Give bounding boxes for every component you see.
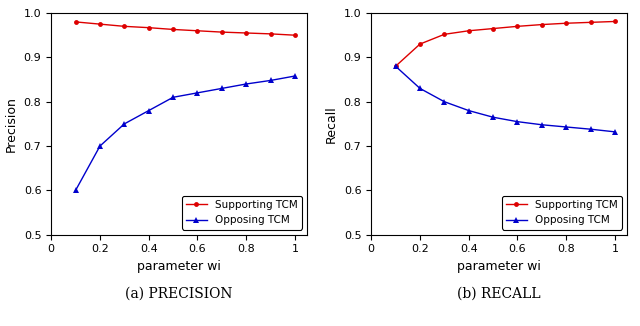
Text: (a) PRECISION: (a) PRECISION <box>125 287 233 300</box>
Opposing TCM <box>72 188 79 192</box>
Opposing TCM <box>291 74 299 78</box>
Opposing TCM <box>587 127 595 131</box>
Opposing TCM <box>514 120 522 124</box>
Supporting TCM <box>145 26 152 30</box>
Opposing TCM <box>243 82 250 86</box>
Supporting TCM <box>538 22 546 26</box>
Y-axis label: Precision: Precision <box>5 96 18 152</box>
Legend: Supporting TCM, Opposing TCM: Supporting TCM, Opposing TCM <box>182 196 302 230</box>
Supporting TCM <box>440 32 448 36</box>
Opposing TCM <box>267 79 275 82</box>
Opposing TCM <box>218 86 226 90</box>
Line: Opposing TCM: Opposing TCM <box>72 73 298 194</box>
Line: Supporting TCM: Supporting TCM <box>393 19 618 69</box>
Supporting TCM <box>611 20 619 23</box>
Line: Opposing TCM: Opposing TCM <box>392 63 618 135</box>
Supporting TCM <box>563 21 570 25</box>
Supporting TCM <box>291 33 299 37</box>
Supporting TCM <box>514 24 522 28</box>
Line: Supporting TCM: Supporting TCM <box>73 20 298 37</box>
Supporting TCM <box>267 32 275 36</box>
Opposing TCM <box>120 122 128 126</box>
Supporting TCM <box>392 64 399 68</box>
Supporting TCM <box>194 29 202 33</box>
Opposing TCM <box>538 123 546 127</box>
Supporting TCM <box>169 27 177 31</box>
X-axis label: parameter wi: parameter wi <box>137 260 221 273</box>
Opposing TCM <box>416 86 424 90</box>
Opposing TCM <box>194 91 202 95</box>
Legend: Supporting TCM, Opposing TCM: Supporting TCM, Opposing TCM <box>502 196 622 230</box>
Supporting TCM <box>587 21 595 24</box>
Supporting TCM <box>96 22 104 26</box>
Opposing TCM <box>563 125 570 129</box>
Opposing TCM <box>392 64 399 68</box>
Opposing TCM <box>145 109 152 112</box>
Opposing TCM <box>169 95 177 99</box>
Y-axis label: Recall: Recall <box>325 105 338 143</box>
Supporting TCM <box>489 27 497 31</box>
Opposing TCM <box>465 109 472 112</box>
Supporting TCM <box>465 29 472 33</box>
Supporting TCM <box>416 42 424 46</box>
Supporting TCM <box>218 30 226 34</box>
Opposing TCM <box>440 100 448 104</box>
Opposing TCM <box>611 130 619 134</box>
Supporting TCM <box>243 31 250 35</box>
Text: (b) RECALL: (b) RECALL <box>458 287 541 300</box>
Supporting TCM <box>72 20 79 24</box>
Opposing TCM <box>96 144 104 148</box>
Supporting TCM <box>120 24 128 28</box>
X-axis label: parameter wi: parameter wi <box>457 260 541 273</box>
Opposing TCM <box>489 115 497 119</box>
